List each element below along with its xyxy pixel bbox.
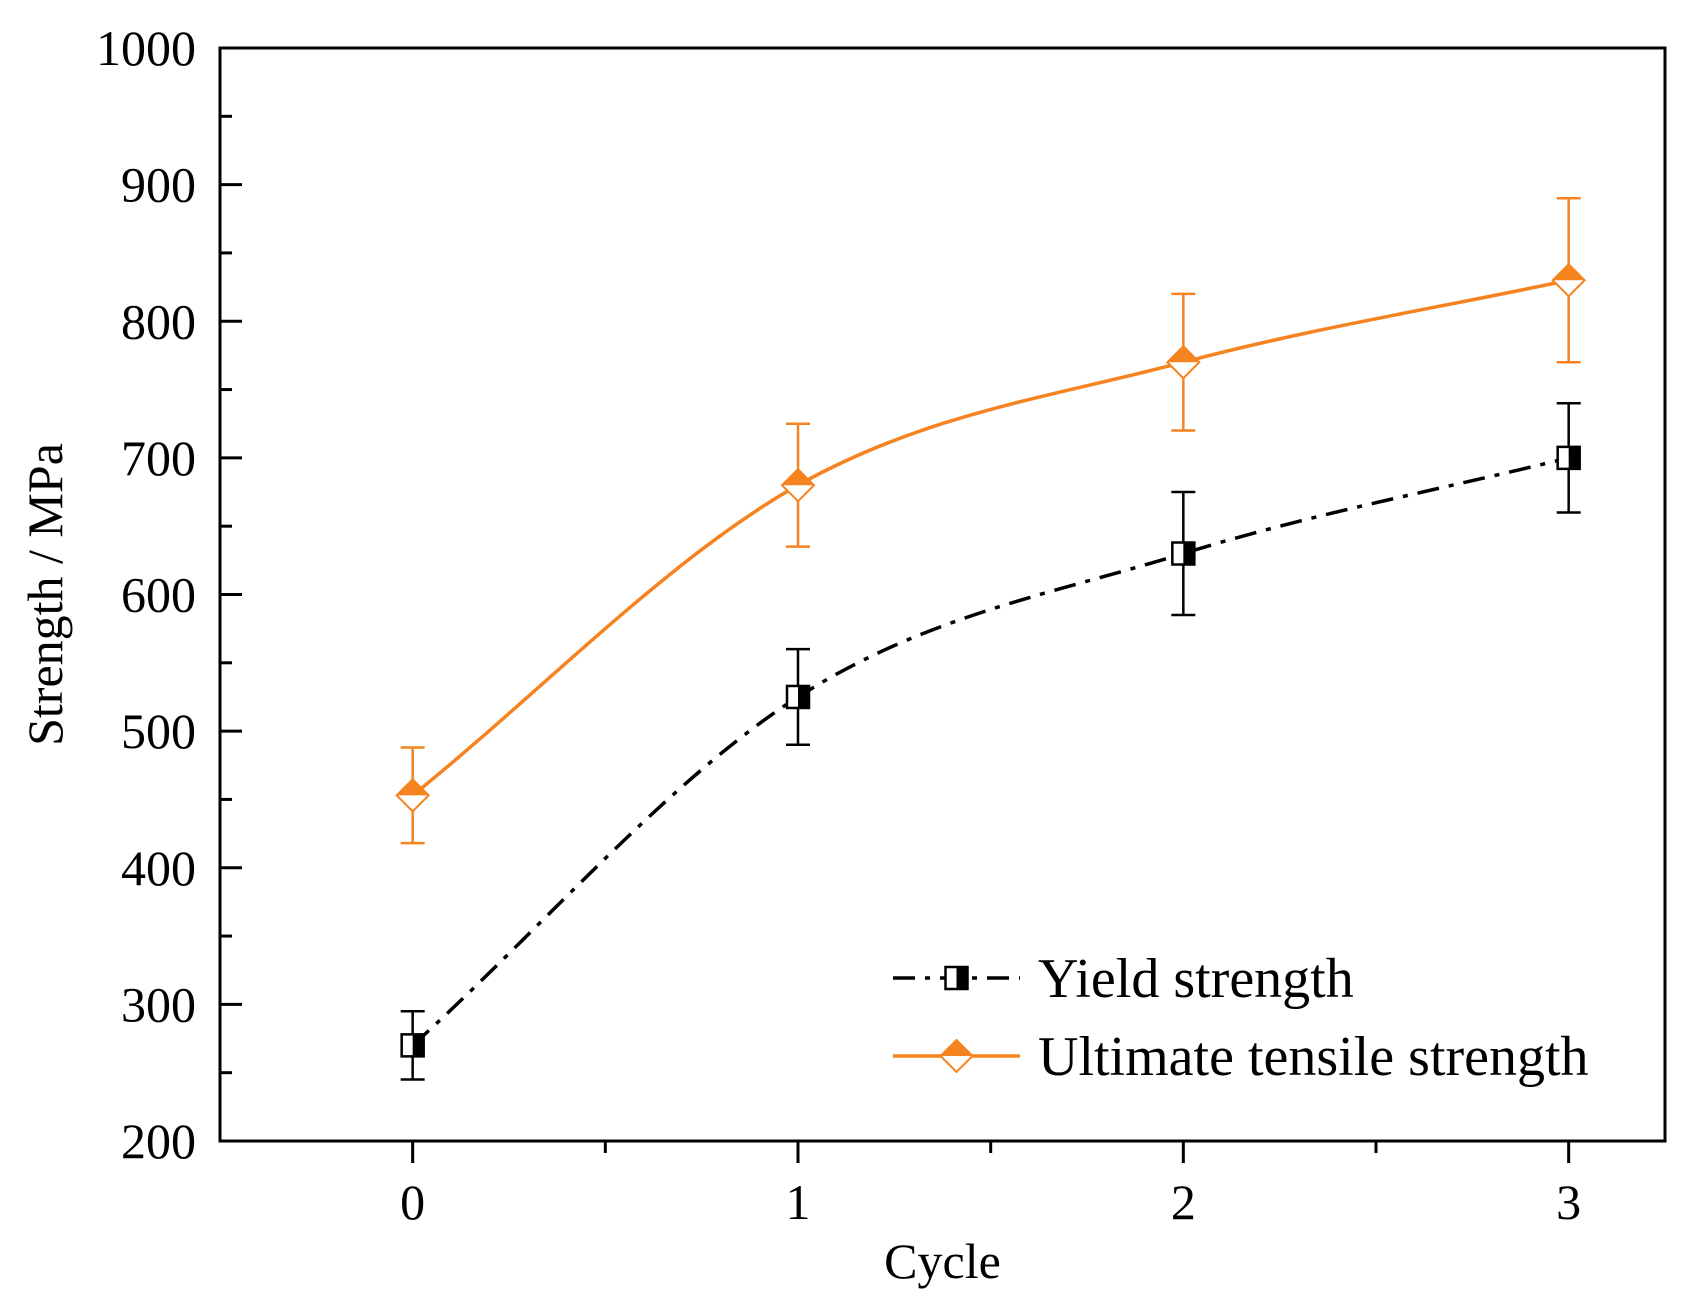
y-tick-label: 300	[121, 976, 196, 1032]
legend-marker	[944, 965, 969, 991]
series-layer	[395, 197, 1587, 1081]
plot-frame	[218, 46, 1667, 1143]
series-yield-strength	[400, 401, 1581, 1081]
y-tick-label: 500	[121, 703, 196, 759]
legend-label: Ultimate tensile strength	[1038, 1026, 1589, 1088]
x-tick-label: 3	[1556, 1174, 1581, 1230]
data-point	[1171, 541, 1196, 566]
data-point	[1556, 445, 1581, 471]
series-ultimate-tensile-strength	[395, 197, 1587, 845]
legend-marker	[939, 1038, 974, 1074]
y-tick-label: 1000	[96, 20, 196, 76]
y-tick-label: 900	[121, 157, 196, 213]
tick-labels: 200 300 400 500 600 700 800 900 1000 0 1 2 3	[96, 20, 1581, 1230]
y-axis-title: Strength / MPa	[17, 443, 73, 746]
y-tick-label: 200	[121, 1113, 196, 1169]
series-line	[411, 456, 1570, 1047]
data-point	[780, 467, 816, 503]
legend-label: Yield strength	[1038, 948, 1354, 1010]
legend: Yield strength Ultimate tensile strength	[893, 948, 1589, 1088]
x-tick-label: 2	[1171, 1174, 1196, 1230]
x-axis-title: Cycle	[884, 1233, 1001, 1289]
data-point	[1551, 262, 1587, 298]
axis-ticks	[220, 46, 1571, 1163]
data-point	[395, 777, 431, 813]
y-tick-label: 600	[121, 567, 196, 623]
legend-entry: Yield strength	[893, 948, 1354, 1010]
y-tick-label: 800	[121, 293, 196, 349]
y-tick-label: 400	[121, 840, 196, 896]
x-tick-label: 1	[786, 1174, 811, 1230]
data-point	[1165, 344, 1201, 380]
y-tick-label: 700	[121, 430, 196, 486]
data-point	[400, 1033, 425, 1058]
legend-entry: Ultimate tensile strength	[893, 1026, 1589, 1088]
data-point	[785, 684, 811, 710]
x-tick-label: 0	[400, 1174, 425, 1230]
series-line	[411, 278, 1570, 797]
